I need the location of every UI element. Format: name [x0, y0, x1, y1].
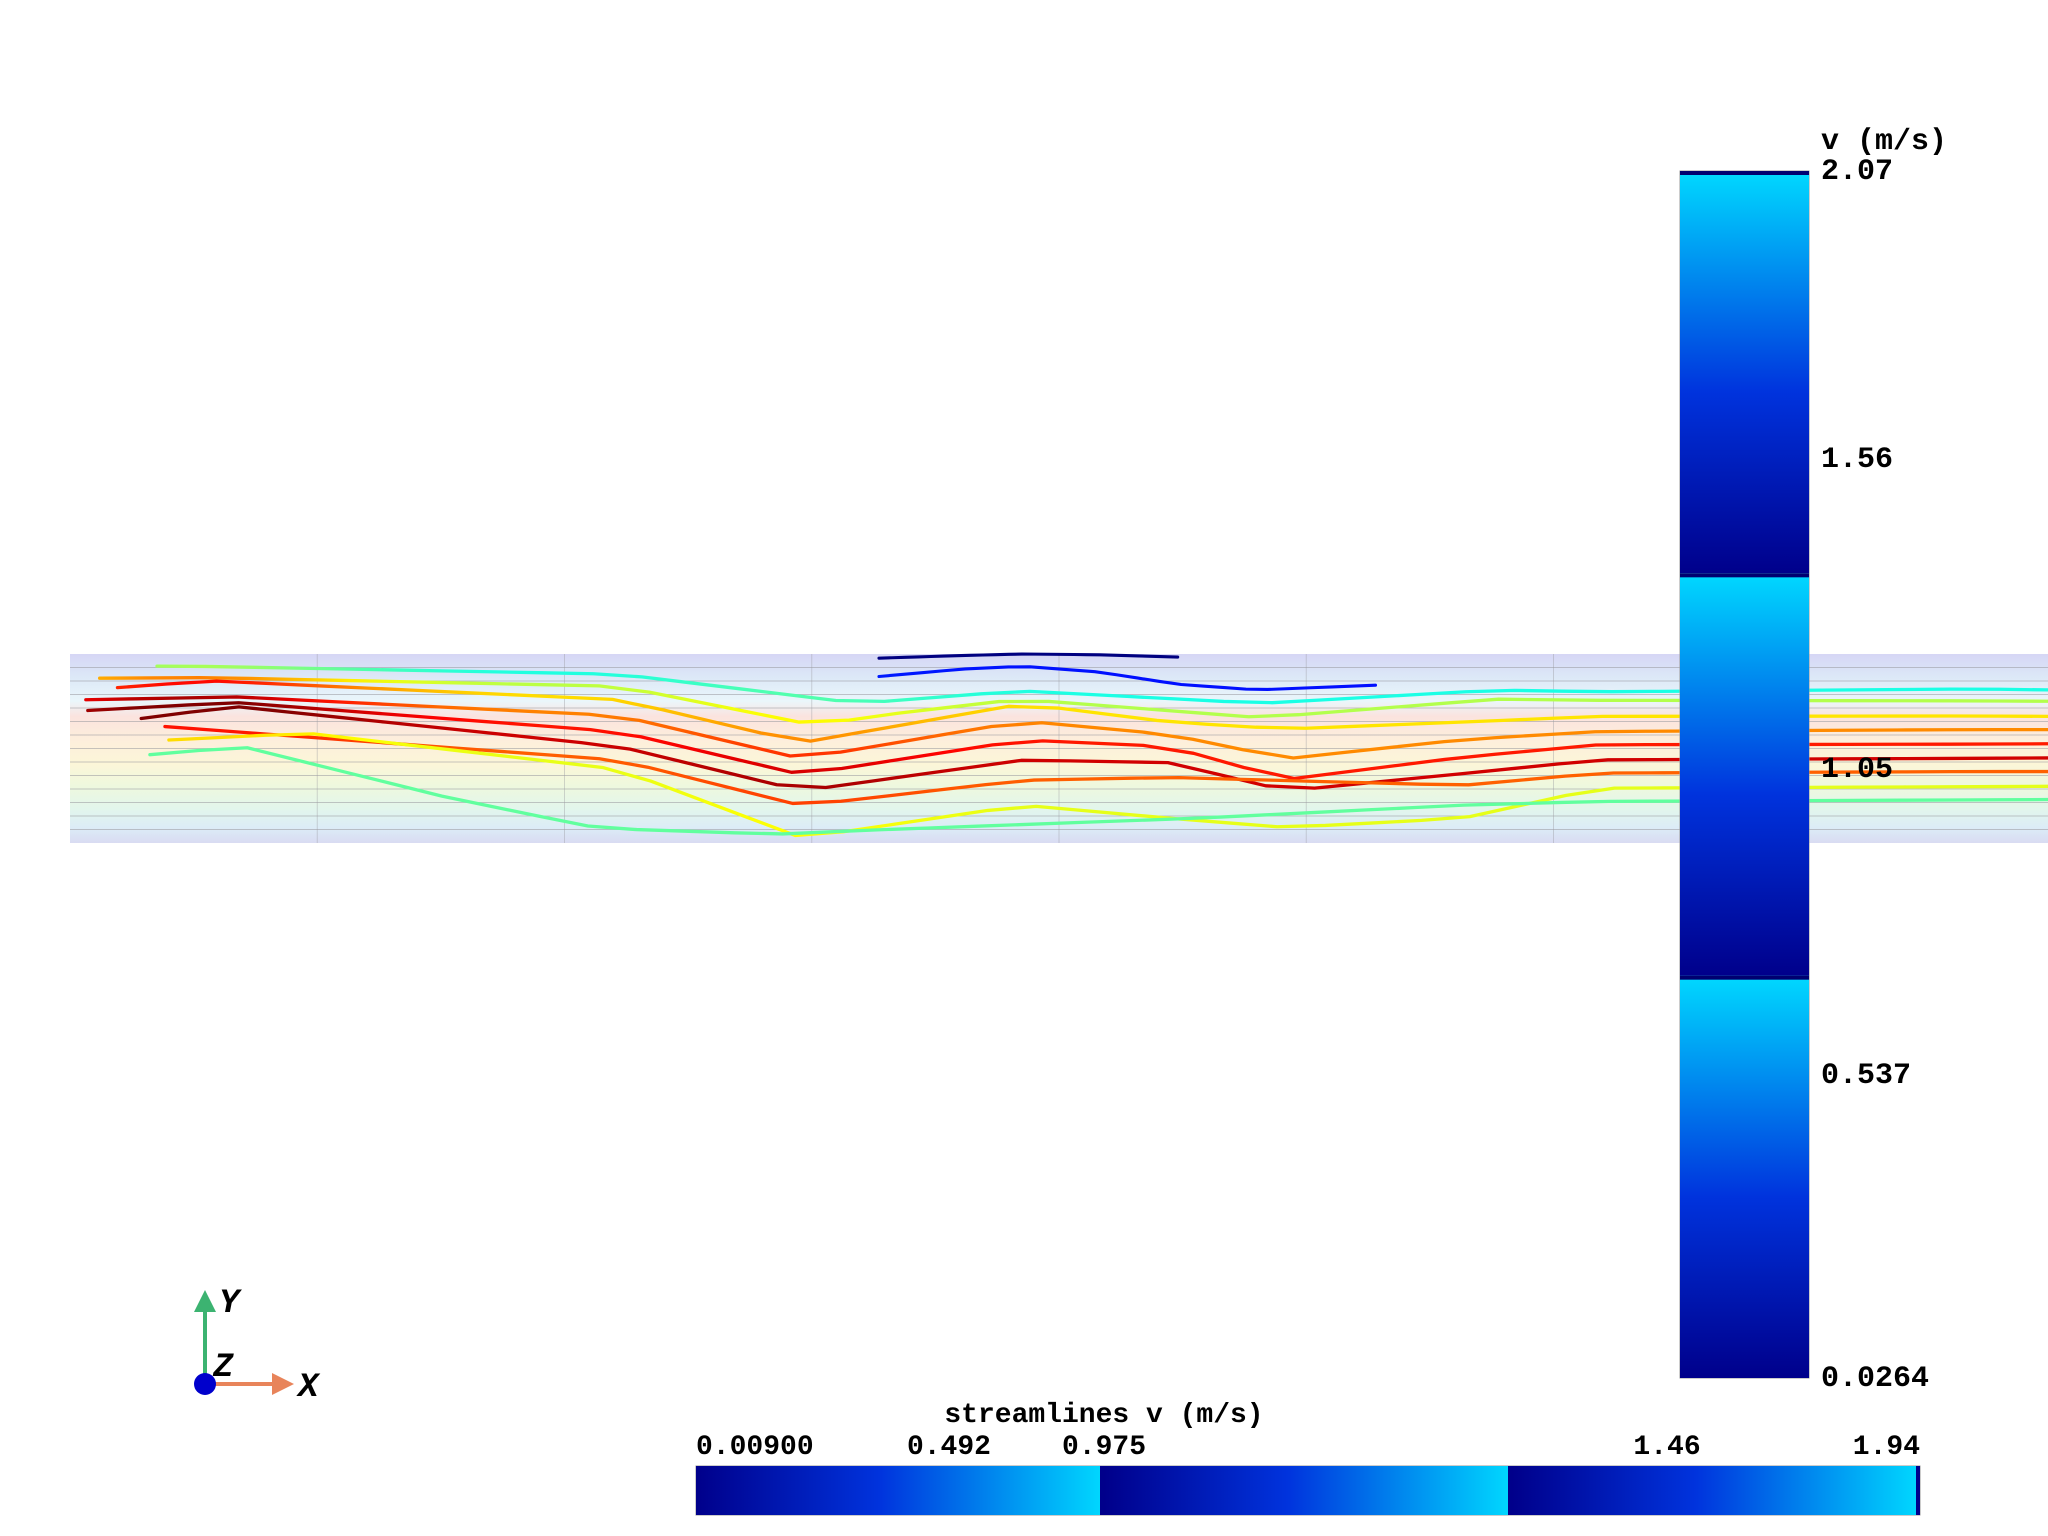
svg-text:1.46: 1.46 [1633, 1432, 1700, 1463]
svg-text:2.07: 2.07 [1821, 155, 1893, 189]
svg-text:X: X [296, 1369, 321, 1407]
svg-text:0.537: 0.537 [1821, 1059, 1911, 1093]
svg-text:1.94: 1.94 [1853, 1432, 1920, 1463]
svg-text:v (m/s): v (m/s) [1821, 125, 1947, 159]
svg-text:0.492: 0.492 [907, 1432, 991, 1463]
svg-text:streamlines v (m/s): streamlines v (m/s) [944, 1400, 1263, 1431]
svg-text:Y: Y [219, 1285, 242, 1323]
svg-text:1.56: 1.56 [1821, 443, 1893, 477]
svg-text:0.0264: 0.0264 [1821, 1362, 1929, 1396]
svg-text:0.00900: 0.00900 [696, 1432, 814, 1463]
svg-text:1.05: 1.05 [1821, 753, 1893, 787]
svg-text:0.975: 0.975 [1062, 1432, 1146, 1463]
